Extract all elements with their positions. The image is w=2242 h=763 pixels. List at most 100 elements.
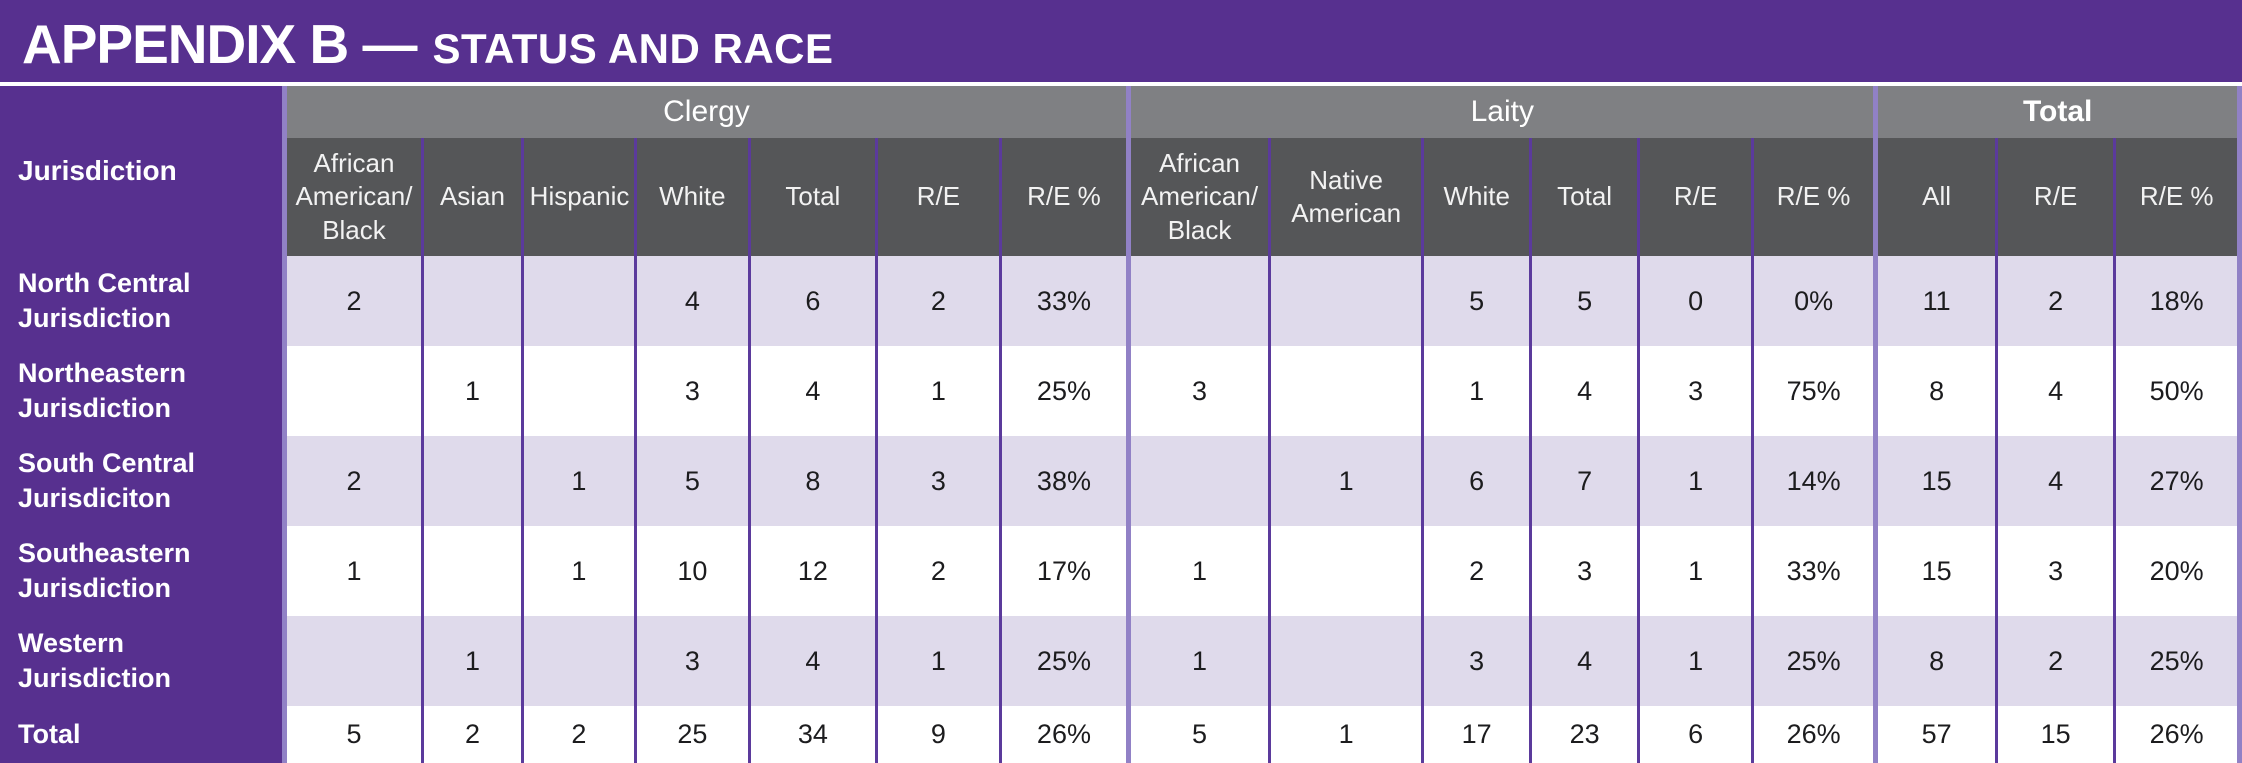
data-cell-total: 8 (1873, 616, 1997, 706)
data-cell-laity: 23 (1528, 706, 1639, 763)
data-cell-laity: 3 (1528, 526, 1639, 616)
col-clergy-white: White (634, 138, 750, 256)
col-laity-re: R/E (1637, 138, 1753, 256)
col-laity-total: Total (1528, 138, 1639, 256)
data-cell-clergy: 34 (747, 706, 877, 763)
data-cell-laity: 5 (1421, 256, 1531, 346)
data-cell-clergy: 3 (634, 616, 750, 706)
data-cell-clergy: 4 (747, 616, 877, 706)
data-cell-clergy: 2 (875, 526, 1001, 616)
group-header-clergy: Clergy (281, 86, 1129, 138)
data-cell-laity (1267, 526, 1423, 616)
col-clergy-total: Total (747, 138, 877, 256)
data-cell-laity: 1 (1267, 706, 1423, 763)
data-cell-total: 15 (1994, 706, 2115, 763)
data-cell-laity: 3 (1421, 616, 1531, 706)
data-cell-laity: 6 (1637, 706, 1753, 763)
col-clergy-hispanic: Hispanic (520, 138, 636, 256)
data-cell-laity: 1 (1267, 436, 1423, 526)
data-cell-clergy: 1 (520, 526, 636, 616)
data-cell-laity: 1 (1637, 436, 1753, 526)
data-cell-laity (1267, 616, 1423, 706)
data-cell-clergy: 38% (998, 436, 1129, 526)
data-cell-clergy: 6 (747, 256, 877, 346)
table-row: Western Jurisdiction 1 3 4 1 25% 1 3 4 1 25% 8 2 25% (0, 616, 2242, 706)
col-total-re: R/E (1994, 138, 2115, 256)
data-cell-clergy: 1 (520, 436, 636, 526)
table-row: South Central Jurisdiciton 2 1 5 8 3 38% 1 6 7 1 14… (0, 436, 2242, 526)
data-cell-clergy: 10 (634, 526, 750, 616)
data-cell-total: 2 (1994, 616, 2115, 706)
col-clergy-asian: Asian (421, 138, 523, 256)
col-laity-african-american-black: African American/ Black (1126, 138, 1270, 256)
data-cell-clergy: 2 (520, 706, 636, 763)
data-cell-laity: 5 (1126, 706, 1270, 763)
table-row: Southeastern Jurisdiction 1 1 10 12 2 17% 1 2 3 1 3… (0, 526, 2242, 616)
data-cell-clergy: 8 (747, 436, 877, 526)
table-row: Northeastern Jurisdiction 1 3 4 1 25% 3 1 4 3 75% 8… (0, 346, 2242, 436)
col-clergy-re: R/E (875, 138, 1001, 256)
data-cell-laity: 6 (1421, 436, 1531, 526)
data-cell-laity: 75% (1750, 346, 1876, 436)
data-cell-clergy: 25% (998, 346, 1129, 436)
data-cell-laity: 0 (1637, 256, 1753, 346)
data-cell-laity: 4 (1528, 616, 1639, 706)
col-laity-white: White (1421, 138, 1531, 256)
data-cell-clergy: 33% (998, 256, 1129, 346)
data-cell-laity: 0% (1750, 256, 1876, 346)
data-cell-laity: 1 (1637, 616, 1753, 706)
col-clergy-african-american-black: African American/ Black (281, 138, 423, 256)
row-label: Total (0, 706, 287, 763)
row-label: Northeastern Jurisdiction (0, 346, 287, 436)
data-cell-laity: 5 (1528, 256, 1639, 346)
data-cell-clergy: 26% (998, 706, 1129, 763)
data-cell-laity (1126, 436, 1270, 526)
data-cell-total: 26% (2113, 706, 2242, 763)
jurisdiction-header: Jurisdiction (0, 86, 287, 256)
data-cell-clergy: 25 (634, 706, 750, 763)
group-header-total: Total (1873, 86, 2242, 138)
data-cell-laity (1267, 346, 1423, 436)
page-subtitle: STATUS AND RACE (432, 25, 834, 72)
data-cell-clergy: 2 (281, 256, 423, 346)
data-cell-clergy (281, 616, 423, 706)
data-cell-clergy: 1 (421, 346, 523, 436)
table-body: North Central Jurisdiction 2 4 6 2 33% 5 5 0 0% 11… (0, 256, 2242, 763)
data-cell-clergy (421, 526, 523, 616)
data-cell-clergy: 2 (281, 436, 423, 526)
data-cell-clergy: 4 (634, 256, 750, 346)
data-cell-clergy: 25% (998, 616, 1129, 706)
data-cell-laity (1267, 256, 1423, 346)
group-header-row: Jurisdiction Clergy Laity Total (0, 86, 2242, 256)
data-cell-laity: 1 (1637, 526, 1753, 616)
data-cell-laity: 25% (1750, 616, 1876, 706)
data-cell-laity: 17 (1421, 706, 1531, 763)
data-cell-total: 11 (1873, 256, 1997, 346)
data-cell-laity: 2 (1421, 526, 1531, 616)
data-cell-clergy: 5 (281, 706, 423, 763)
data-cell-laity: 7 (1528, 436, 1639, 526)
data-cell-clergy: 12 (747, 526, 877, 616)
data-cell-total: 57 (1873, 706, 1997, 763)
data-cell-clergy: 9 (875, 706, 1001, 763)
data-cell-laity: 1 (1421, 346, 1531, 436)
row-label: Southeastern Jurisdiction (0, 526, 287, 616)
title-bar: APPENDIX B — STATUS AND RACE (0, 0, 2242, 82)
data-cell-total: 15 (1873, 436, 1997, 526)
data-cell-clergy: 3 (634, 346, 750, 436)
data-cell-total: 4 (1994, 346, 2115, 436)
data-cell-laity: 4 (1528, 346, 1639, 436)
group-header-laity: Laity (1126, 86, 1876, 138)
data-cell-clergy (281, 346, 423, 436)
data-cell-laity: 26% (1750, 706, 1876, 763)
table-row: North Central Jurisdiction 2 4 6 2 33% 5 5 0 0% 11… (0, 256, 2242, 346)
page-title: APPENDIX B — (22, 13, 417, 75)
data-cell-clergy (520, 616, 636, 706)
data-cell-clergy (520, 256, 636, 346)
data-cell-total: 25% (2113, 616, 2242, 706)
data-cell-laity: 3 (1637, 346, 1753, 436)
data-cell-total: 15 (1873, 526, 1997, 616)
col-total-re-pct: R/E % (2113, 138, 2242, 256)
data-cell-total: 2 (1994, 256, 2115, 346)
data-cell-total: 50% (2113, 346, 2242, 436)
